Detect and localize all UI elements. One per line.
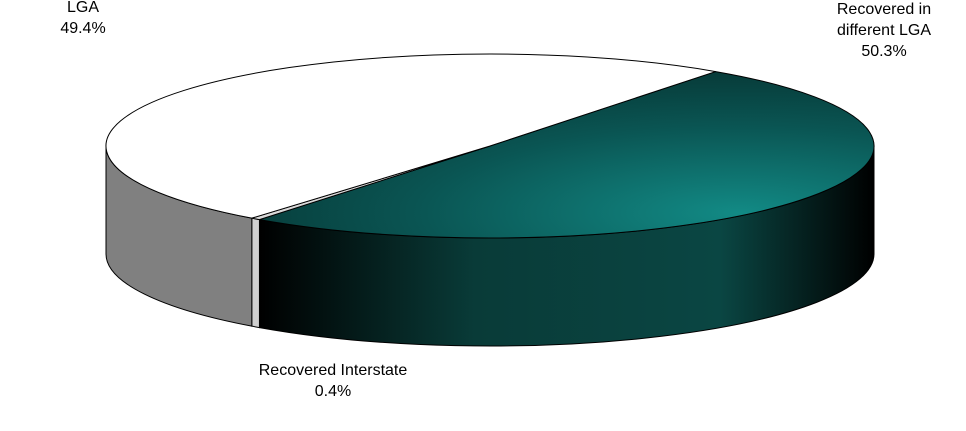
- pie-slice-0: [259, 71, 875, 239]
- slice-name-label-1: Recovered Interstate: [259, 362, 408, 379]
- slice-label-0: Recovered in different LGA 50.3%: [837, 1, 931, 60]
- pie-slice-side-1: [251, 217, 260, 329]
- pie-slice-2: [105, 53, 716, 219]
- slice-name-label-2: LGA: [67, 0, 99, 16]
- slice-name-label-0: different LGA: [837, 22, 931, 39]
- slice-name-label-0: Recovered in: [837, 1, 931, 18]
- slice-value-label-1: 0.4%: [315, 383, 351, 400]
- slice-label-1: Recovered Interstate 0.4%: [259, 362, 408, 400]
- slice-value-label-2: 49.4%: [60, 20, 105, 37]
- slice-value-label-0: 50.3%: [861, 43, 906, 60]
- slice-label-2: Recovered in sameLGA49.4%: [14, 0, 152, 37]
